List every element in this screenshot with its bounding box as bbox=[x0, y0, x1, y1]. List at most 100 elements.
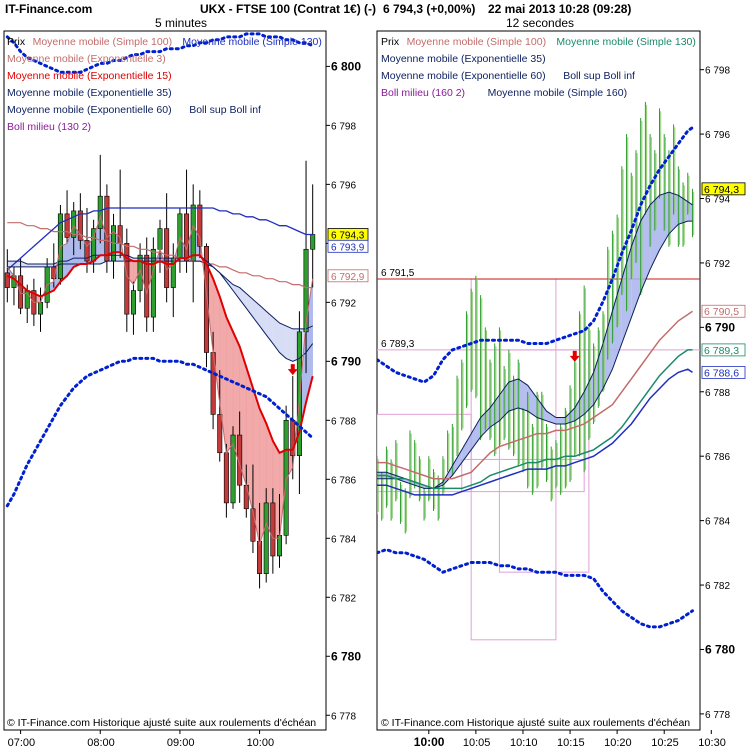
right-price-tag bbox=[701, 304, 746, 318]
left-ytick-label: 6 784 bbox=[331, 534, 356, 545]
left-ema-cloud bbox=[233, 284, 240, 300]
left-candle bbox=[97, 195, 103, 229]
left-ema-cloud bbox=[73, 258, 81, 264]
left-legend-entry: Moyenne mobile (Exponentielle 60) bbox=[7, 104, 172, 116]
left-candle bbox=[130, 290, 136, 315]
left-ytick-label: 6 788 bbox=[331, 416, 356, 427]
right-ytick-label: 6 794 bbox=[705, 195, 730, 206]
left-candle bbox=[150, 248, 156, 318]
right-price-tag bbox=[701, 366, 746, 379]
left-candle bbox=[137, 254, 143, 291]
right-cloud bbox=[527, 385, 538, 418]
left-candle bbox=[71, 210, 77, 238]
left-ema3-line bbox=[6, 215, 314, 547]
left-chart-group bbox=[4, 32, 316, 589]
left-candle bbox=[84, 240, 90, 262]
right-cloud bbox=[452, 449, 462, 476]
right-cloud bbox=[631, 221, 641, 318]
right-cloud bbox=[546, 411, 556, 424]
header-bar: IT-Finance.com UKX - FTSE 100 (Contrat 1… bbox=[0, 0, 750, 16]
left-candle bbox=[184, 213, 190, 262]
left-sma100-line bbox=[7, 222, 313, 289]
right-boll-inf-line bbox=[377, 548, 694, 629]
left-legend-entry: Moyenne mobile (Exponentielle 35) bbox=[7, 87, 172, 99]
left-candle bbox=[283, 420, 289, 536]
left-candle bbox=[104, 195, 110, 262]
right-cloud bbox=[471, 417, 481, 450]
left-candle bbox=[124, 243, 130, 315]
left-candle bbox=[217, 414, 223, 454]
right-cloud bbox=[518, 378, 528, 412]
right-price-tag-label: 6 790,5 bbox=[704, 306, 739, 318]
left-candle bbox=[4, 272, 10, 288]
right-ytick-label: 6 792 bbox=[705, 259, 730, 270]
right-ytick-label: 6 780 bbox=[705, 642, 735, 656]
left-ema-cloud bbox=[27, 264, 34, 267]
right-legend-entry: Boll sup Boll inf bbox=[563, 70, 635, 82]
left-candle bbox=[177, 213, 183, 259]
left-candle bbox=[303, 248, 309, 333]
left-price-tag bbox=[327, 269, 369, 283]
left-ema-cloud bbox=[246, 293, 253, 318]
left-ema-cloud bbox=[286, 325, 293, 362]
left-ema-cloud bbox=[7, 261, 14, 267]
left-ema-cloud bbox=[239, 287, 247, 309]
right-xtick-label: 10:25 bbox=[651, 737, 679, 749]
left-candle bbox=[270, 502, 276, 557]
instrument-title: UKX - FTSE 100 (Contrat 1€) (-) bbox=[200, 2, 377, 16]
right-xtick-label: 10:20 bbox=[604, 737, 632, 749]
right-ytick-label: 6 784 bbox=[705, 517, 730, 528]
right-xtick-label: 10:00 bbox=[414, 735, 445, 749]
quote-datetime: 22 mai 2013 10:28 (09:28) bbox=[488, 2, 632, 16]
left-ema-cloud bbox=[40, 264, 48, 267]
right-ytick-label: 6 786 bbox=[705, 452, 730, 463]
left-legend-entry: Boll sup Boll inf bbox=[189, 104, 261, 116]
right-level-label: 6 789,3 bbox=[381, 339, 415, 350]
left-ema-cloud bbox=[266, 311, 273, 344]
left-candle bbox=[38, 302, 44, 315]
right-ytick-label: 6 782 bbox=[705, 581, 730, 592]
right-level-label: 6 791,5 bbox=[381, 268, 415, 279]
left-legend-entry: Boll milieu (130 2) bbox=[7, 121, 91, 133]
left-price-tag-label: 6 792,9 bbox=[331, 272, 365, 283]
left-ytick-label: 6 796 bbox=[331, 180, 356, 191]
left-candle bbox=[310, 234, 316, 250]
left-ema-cloud bbox=[272, 317, 280, 353]
left-xtick-label: 10:00 bbox=[247, 737, 275, 749]
left-candle bbox=[117, 225, 123, 244]
left-ema-cloud bbox=[67, 258, 74, 264]
left-ema-cloud bbox=[252, 299, 260, 326]
right-xtick-label: 10:30 bbox=[698, 737, 726, 749]
left-ytick-label: 6 792 bbox=[331, 298, 356, 309]
right-legend-entry: Moyenne mobile (Simple 160) bbox=[488, 87, 627, 99]
left-candle bbox=[296, 331, 302, 457]
left-ema-cloud bbox=[306, 325, 313, 353]
right-chart-group: 6 791,5 6 789,3 bbox=[377, 101, 700, 641]
left-candle bbox=[243, 484, 249, 510]
left-ytick-label: 6 782 bbox=[331, 593, 356, 604]
left-xtick-label: 08:00 bbox=[87, 737, 115, 749]
right-price-tag bbox=[701, 182, 746, 196]
right-ytick-label: 6 788 bbox=[705, 388, 730, 399]
left-candle bbox=[64, 213, 70, 238]
left-cloud bbox=[226, 316, 234, 454]
left-candle bbox=[18, 275, 24, 309]
right-ytick-label: 6 798 bbox=[705, 66, 730, 77]
right-cloud bbox=[640, 204, 651, 292]
right-legend-entry: Moyenne mobile (Exponentielle 60) bbox=[381, 70, 546, 82]
left-legend-entry: Prix bbox=[7, 36, 26, 48]
left-price-tag bbox=[327, 239, 369, 253]
left-sell-arrow bbox=[287, 364, 298, 376]
right-ytick-label: 6 790 bbox=[705, 320, 735, 334]
left-chart-inner bbox=[4, 32, 316, 589]
left-candle bbox=[230, 434, 236, 504]
right-xtick-label: 10:15 bbox=[557, 737, 585, 749]
right-legend-entry: Moyenne mobile (Exponentielle 35) bbox=[381, 53, 546, 65]
left-candle bbox=[263, 502, 269, 574]
right-cloud bbox=[650, 195, 660, 270]
left-ema35-line bbox=[7, 254, 314, 362]
left-ema-cloud bbox=[279, 322, 287, 359]
brand-title: IT-Finance.com bbox=[5, 2, 93, 16]
right-legend-entry: Prix bbox=[381, 36, 400, 48]
